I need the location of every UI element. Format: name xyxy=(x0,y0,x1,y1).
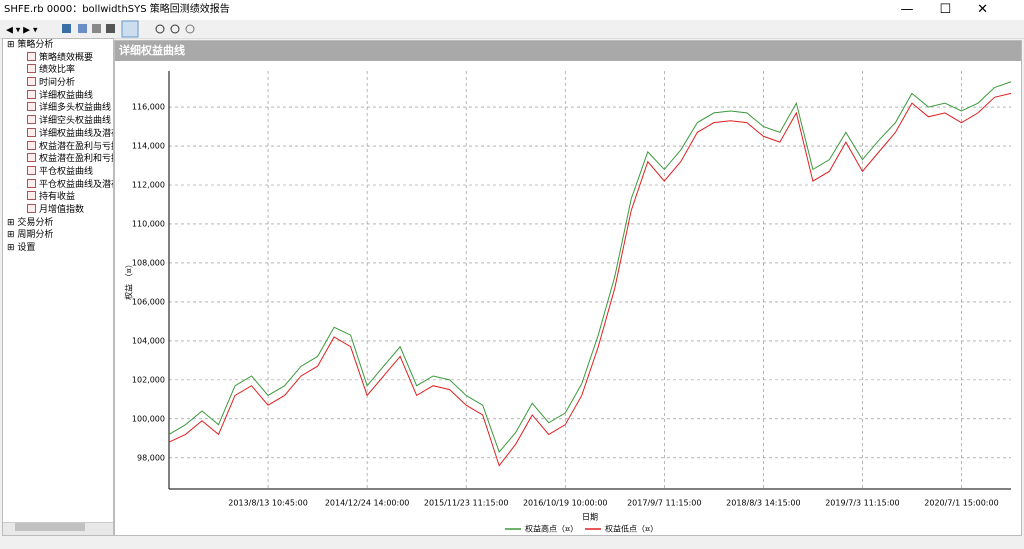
x-tick-label: 2018/8/3 14:15:00 xyxy=(726,499,800,508)
legend-label: 权益低点（¤） xyxy=(605,524,658,534)
y-tick-label: 104,000 xyxy=(132,336,165,345)
legend-label: 权益高点（¤） xyxy=(525,524,578,534)
y-axis-label: 权益 （¤） xyxy=(124,260,134,300)
y-tick-label: 106,000 xyxy=(132,297,165,306)
tree-label: 权益潜在盈利和亏损 xyxy=(39,154,114,165)
tree-item[interactable]: ⊞ 交易分析 xyxy=(7,217,54,228)
title-bar: SHFE.rb 0000：bollwidthSYS 策略回测绩效报告 —☐✕ xyxy=(0,0,1024,20)
tree-label: 平仓权益曲线 xyxy=(39,166,94,177)
tree-item[interactable]: 详细权益曲线 xyxy=(3,89,113,103)
y-tick-label: 108,000 xyxy=(132,258,165,267)
tree-item[interactable]: 时间分析 xyxy=(3,77,113,90)
equity-line xyxy=(168,92,1012,467)
tree-label: 详细多头权益曲线 xyxy=(39,103,112,114)
h-scrollbar[interactable] xyxy=(3,522,113,535)
y-tick-label: 100,000 xyxy=(132,414,165,423)
x-tick-label: 2013/8/13 10:45:00 xyxy=(228,499,308,508)
toolbar-icons[interactable]: ◀ ▾ ▶ ▾ xyxy=(0,20,220,38)
y-tick-label: 102,000 xyxy=(132,375,165,384)
tree-label: 交易分析 xyxy=(17,217,54,228)
y-tick-label: 110,000 xyxy=(132,219,165,228)
tree-label: 持有收益 xyxy=(39,192,76,203)
y-tick-label: 112,000 xyxy=(132,181,165,190)
x-tick-label: 2020/7/1 15:00:00 xyxy=(924,499,998,508)
tree-item[interactable]: 平仓权益曲线及潜在 xyxy=(3,178,114,192)
tree-label: 月增值指数 xyxy=(39,204,85,215)
tree-item[interactable]: 权益潜在盈利与亏损 xyxy=(3,140,114,154)
tree-item[interactable]: ⊞ 策略分析 xyxy=(7,40,54,50)
tree-label: 详细空头权益曲线 xyxy=(39,116,112,127)
tree-item[interactable]: ⊞ 周期分析 xyxy=(7,230,54,241)
tree-label: 平仓权益曲线及潜在 xyxy=(39,179,114,190)
tree-label: 时间分析 xyxy=(39,78,76,89)
tree-label: 策略绩效概要 xyxy=(39,52,94,63)
x-tick-label: 2017/9/7 11:15:00 xyxy=(627,499,701,508)
equity-line xyxy=(168,81,1012,453)
y-tick-label: 116,000 xyxy=(132,103,165,112)
panel-title: 详细权益曲线 xyxy=(115,41,1021,61)
tree-label: 详细权益曲线 xyxy=(39,90,94,101)
tree-item[interactable]: 详细权益曲线及潜在 xyxy=(3,127,114,141)
chart-panel: 详细权益曲线 98,000 100,000 102,000 104,000 106,00… xyxy=(114,40,1022,536)
tree-label: 详细权益曲线及潜在 xyxy=(39,128,114,139)
tree-item[interactable]: 持有收益 xyxy=(3,191,113,204)
svg-text:◀ ▾ ▶ ▾: ◀ ▾ ▶ ▾ xyxy=(6,26,38,36)
x-tick-label: 2015/11/23 11:15:00 xyxy=(424,499,509,508)
chart: 98,000 100,000 102,000 104,000 106,000 108,00… xyxy=(124,71,1012,534)
x-tick-label: 2016/10/19 10:00:00 xyxy=(523,499,608,508)
x-tick-label: 2019/7/3 11:15:00 xyxy=(825,499,899,508)
tree-item[interactable]: 策略绩效概要 xyxy=(3,51,113,65)
tree-label: 策略分析 xyxy=(17,40,54,50)
tree-item[interactable]: ⊞ 设置 xyxy=(7,243,36,253)
tree-label: 绩效比率 xyxy=(39,65,76,76)
tree-item[interactable]: 详细多头权益曲线 xyxy=(3,102,113,115)
window-title: SHFE.rb 0000：bollwidthSYS 策略回测绩效报告 xyxy=(4,4,230,15)
x-axis-label: 日期 xyxy=(582,513,598,522)
x-tick-label: 2014/12/24 14:00:00 xyxy=(325,499,410,508)
tree-item[interactable]: 绩效比率 xyxy=(3,64,113,77)
tree-label: 周期分析 xyxy=(17,230,54,241)
tree-label: 权益潜在盈利与亏损 xyxy=(39,141,114,152)
toolbar: ◀ ▾ ▶ ▾ xyxy=(0,20,1024,39)
tree-item[interactable]: 权益潜在盈利和亏损 xyxy=(3,153,113,166)
tree-item[interactable]: 详细空头权益曲线 xyxy=(3,115,113,128)
y-tick-label: 114,000 xyxy=(132,142,165,151)
tree-label: 设置 xyxy=(17,243,36,253)
tree-item[interactable]: 月增值指数 xyxy=(3,203,113,217)
window-controls[interactable]: —☐✕ xyxy=(900,2,1014,17)
nav-tree: ⊞ 策略分析策略绩效概要 绩效比率时间分析 详细权益曲线详细多头权益曲线 详细空头权益… xyxy=(2,38,114,536)
y-tick-label: 98,000 xyxy=(137,453,165,462)
tree-item[interactable]: 平仓权益曲线 xyxy=(3,165,113,179)
